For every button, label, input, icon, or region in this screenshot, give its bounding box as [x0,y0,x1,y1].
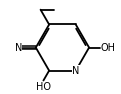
Text: N: N [72,66,79,76]
Text: N: N [15,43,22,53]
Text: HO: HO [36,82,51,92]
Text: OH: OH [101,43,116,53]
